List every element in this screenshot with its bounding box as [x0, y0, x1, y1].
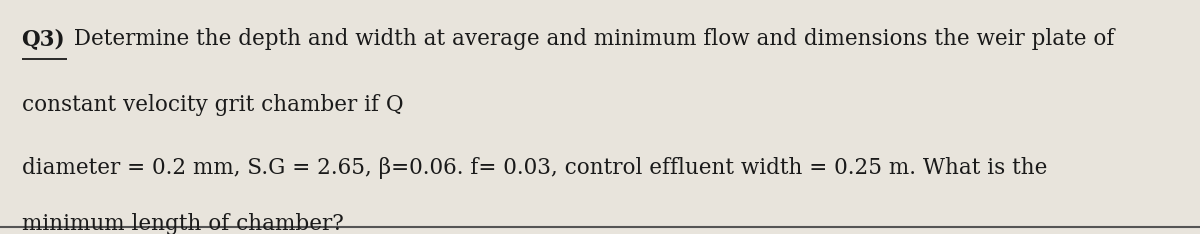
- Text: constant velocity grit chamber if Q: constant velocity grit chamber if Q: [22, 94, 403, 116]
- Text: diameter = 0.2 mm, S.G = 2.65, β=0.06. f= 0.03, control effluent width = 0.25 m.: diameter = 0.2 mm, S.G = 2.65, β=0.06. f…: [22, 157, 1046, 179]
- Text: minimum length of chamber?: minimum length of chamber?: [22, 213, 343, 234]
- Text: Q3): Q3): [22, 28, 65, 50]
- Text: Determine the depth and width at average and minimum flow and dimensions the wei: Determine the depth and width at average…: [67, 28, 1115, 50]
